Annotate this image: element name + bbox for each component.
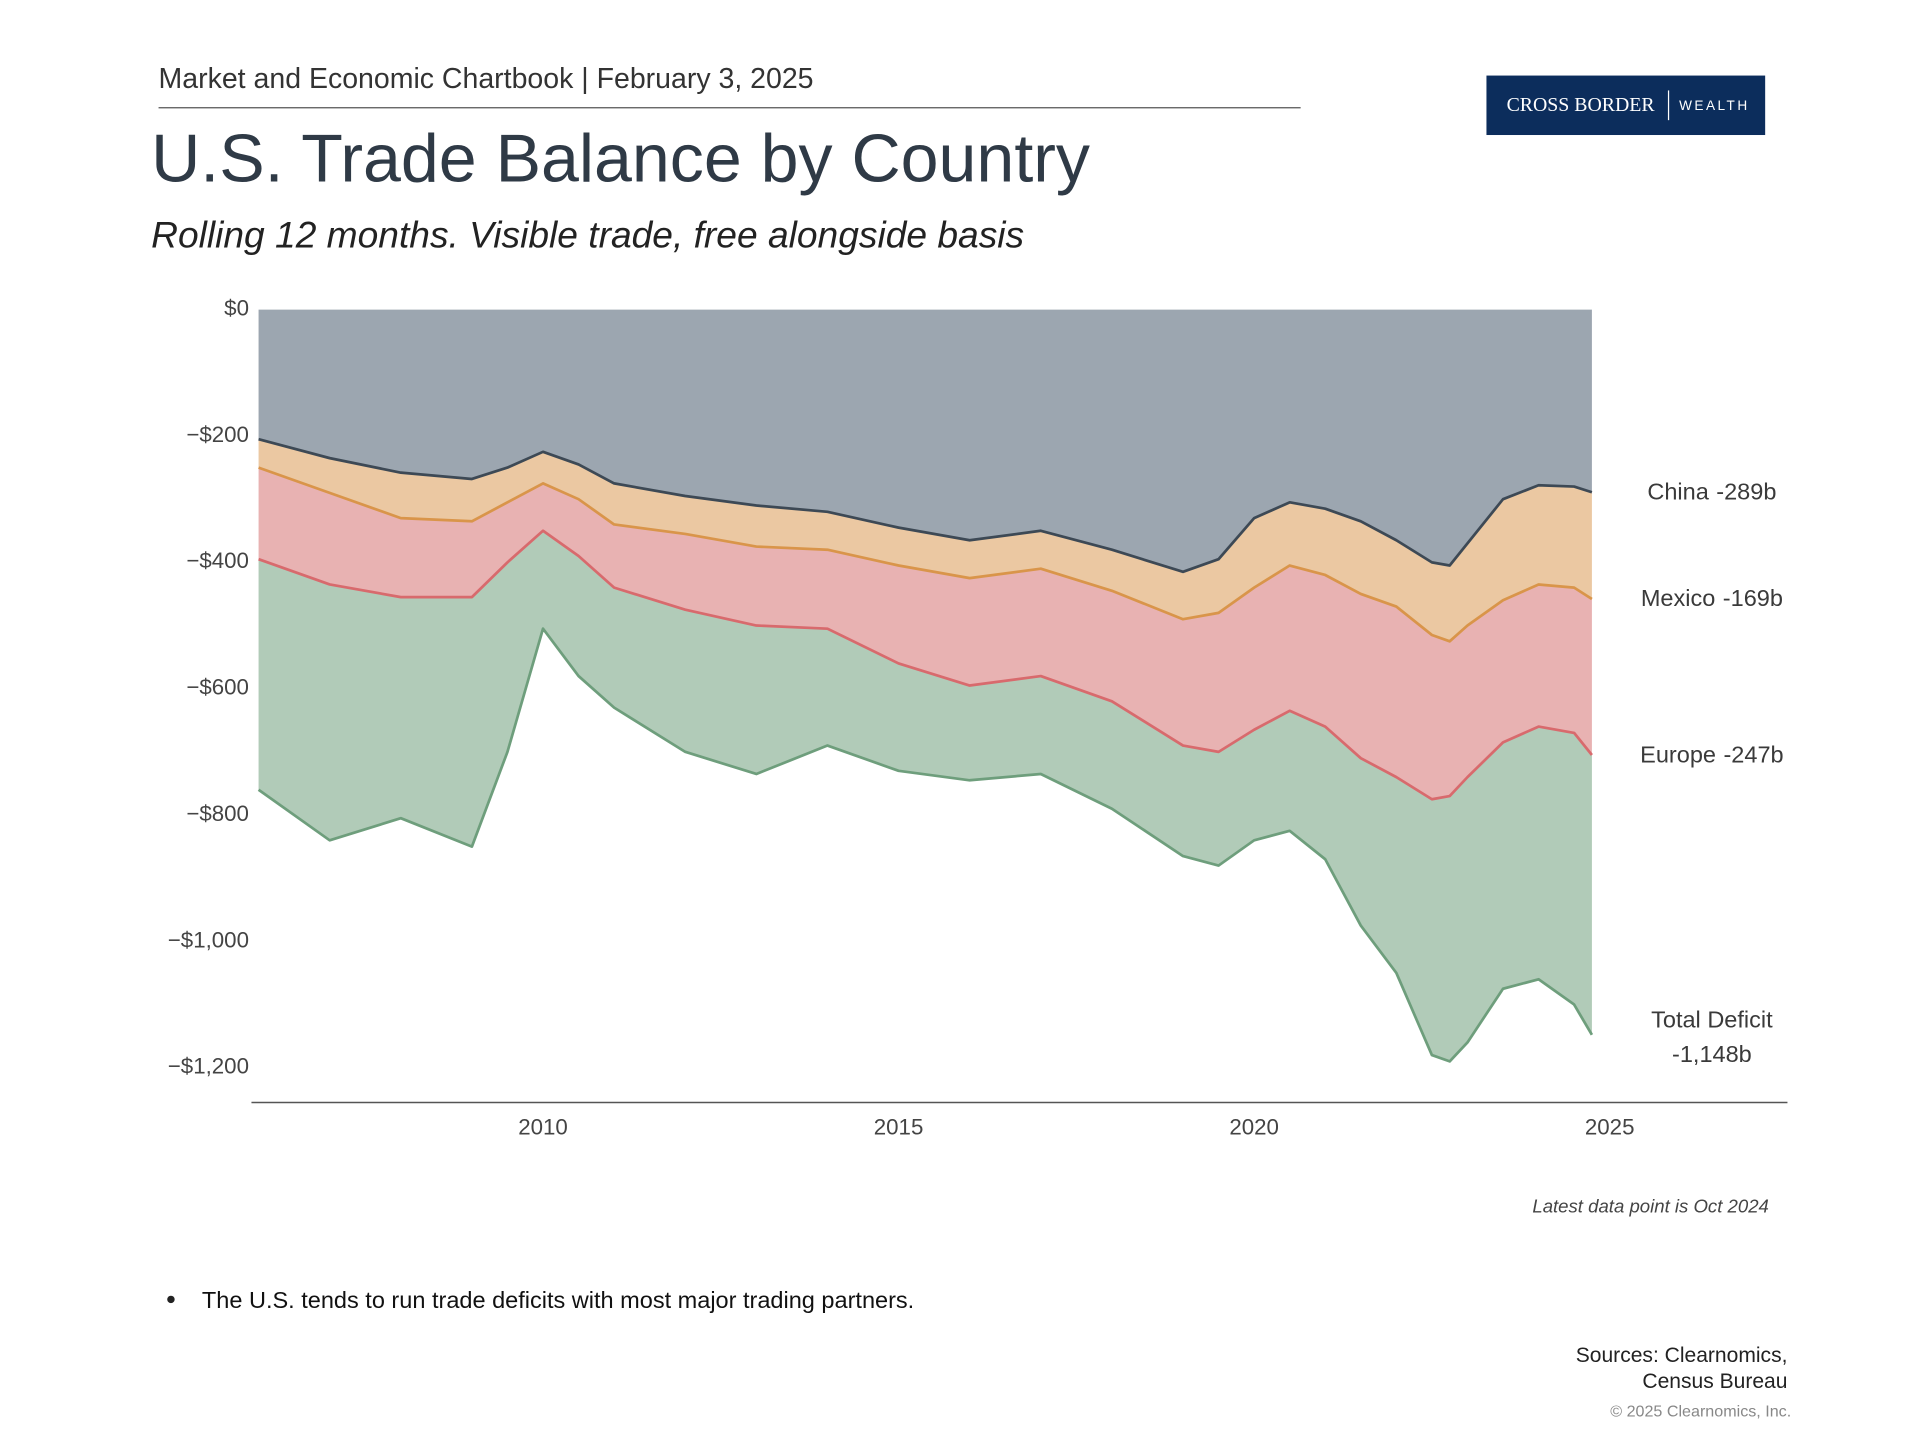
chart-title: U.S. Trade Balance by Country [151, 121, 1090, 197]
series-name: Mexico [1641, 585, 1716, 611]
plot-area [257, 309, 1594, 1063]
y-tick-label: −$600 [186, 675, 249, 700]
x-tick-label: 2020 [1229, 1114, 1279, 1139]
series-name: Europe [1640, 741, 1716, 767]
area [258, 439, 1592, 642]
y-tick-label: −$200 [186, 422, 249, 447]
y-tick-label: −$400 [186, 548, 249, 573]
y-tick-label: −$1,000 [168, 927, 249, 952]
series-name: China [1647, 479, 1709, 505]
sources: Sources: Clearnomics, [1576, 1344, 1788, 1367]
header-text: Market and Economic Chartbook | February… [159, 63, 814, 95]
series-line [258, 529, 1593, 801]
series-label: China -289b [1647, 479, 1776, 505]
bullet-text: The U.S. tends to run trade deficits wit… [202, 1287, 914, 1313]
series-value-label: -169b [1723, 585, 1783, 611]
series-name: Total Deficit [1651, 1006, 1773, 1032]
series-value-label: -247b [1723, 741, 1783, 767]
x-tick-label: 2015 [874, 1114, 924, 1139]
series-line [258, 437, 1593, 574]
series-label: Europe -247b [1640, 741, 1783, 767]
series-line [257, 627, 1594, 1063]
area [258, 530, 1592, 1062]
area [258, 309, 1592, 572]
chart-subtitle: Rolling 12 months. Visible trade, free a… [151, 214, 1024, 256]
y-tick-label: −$800 [186, 801, 249, 826]
sources: Census Bureau [1642, 1370, 1787, 1393]
logo-box [1486, 75, 1766, 136]
logo-text: WEALTH [1679, 98, 1750, 113]
chart-note: Latest data point is Oct 2024 [1532, 1196, 1769, 1217]
x-tick-label: 2025 [1585, 1114, 1635, 1139]
logo-text: CROSS BORDER [1507, 94, 1656, 116]
y-tick-label: $0 [224, 296, 249, 321]
bullet-dot [167, 1295, 175, 1304]
series-label: Mexico -169b [1641, 585, 1783, 611]
series-value-label: -289b [1716, 479, 1776, 505]
series-value-label: -1,148b [1672, 1041, 1752, 1067]
x-tick-label: 2010 [518, 1114, 568, 1139]
copyright: © 2025 Clearnomics, Inc. [1610, 1402, 1791, 1420]
series-line [258, 466, 1593, 643]
y-tick-label: −$1,200 [168, 1054, 249, 1079]
area [258, 467, 1592, 800]
